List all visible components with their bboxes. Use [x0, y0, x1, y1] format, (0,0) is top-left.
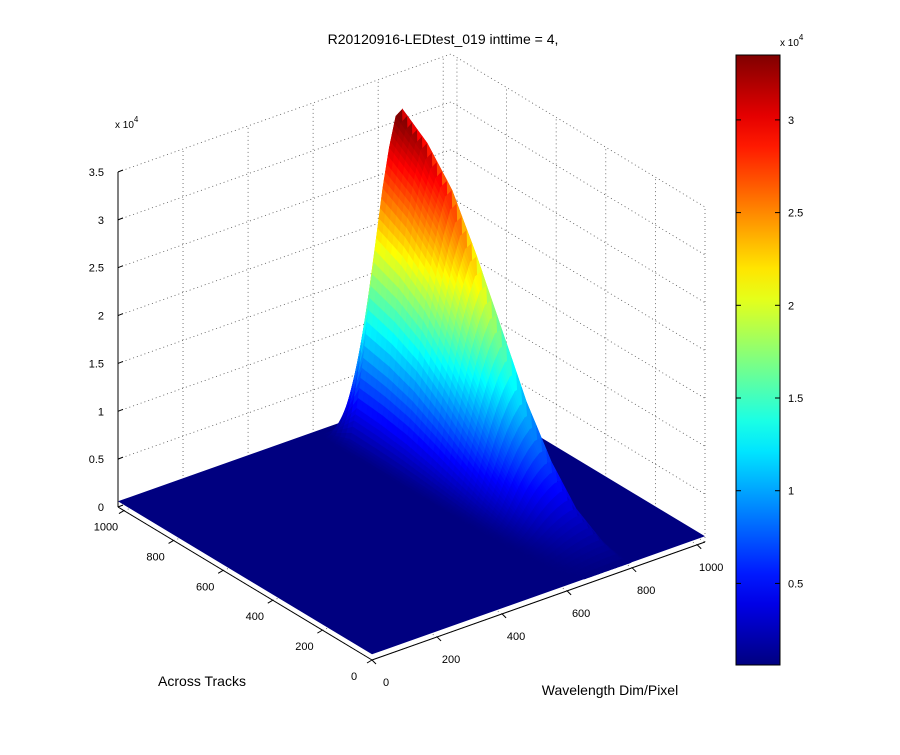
- x-tick-label: 600: [572, 608, 590, 620]
- y-tick-label: 800: [146, 551, 164, 563]
- surface-cell: [623, 558, 632, 564]
- colorbar-tick-label: 0.5: [788, 578, 803, 590]
- z-tick-label: 2.5: [89, 263, 104, 275]
- colorbar-tick-label: 2.5: [788, 208, 803, 220]
- x-tick-mark: [566, 590, 572, 596]
- x-tick-mark: [696, 544, 702, 550]
- y-tick-mark: [217, 569, 224, 574]
- colorbar-ticks: 0.5 1 1.5 2 2.5 3: [736, 115, 803, 590]
- tick-labels: 0 200 400 600 800 1000 0 200 400 600 800 1000 0 0.5 1 1…: [89, 167, 724, 689]
- y-tick-label: 200: [295, 641, 313, 653]
- x-tick-mark: [501, 613, 507, 619]
- colorbar-tick-label: 3: [788, 115, 794, 127]
- z-tick-mark: [117, 456, 124, 460]
- y-axis-label: Across Tracks: [158, 673, 246, 689]
- z-tick-label: 1: [98, 406, 104, 418]
- chart-title: R20120916-LEDtest_019 inttime = 4,: [328, 31, 559, 47]
- surface: [118, 108, 705, 655]
- z-tick-mark: [117, 265, 124, 269]
- colorbar-multiplier: x 104: [780, 33, 804, 49]
- y-axis-line: [117, 506, 373, 661]
- x-tick-label: 800: [637, 585, 655, 597]
- axes-lines: [117, 172, 706, 661]
- y-tick-mark: [366, 659, 373, 664]
- x-tick-label: 0: [383, 677, 389, 689]
- colorbar-tick-label: 1: [788, 486, 794, 498]
- z-tick-mark: [117, 504, 124, 508]
- z-tick-label: 0.5: [89, 454, 104, 466]
- y-tick-label: 600: [196, 581, 214, 593]
- z-tick-mark: [117, 408, 124, 412]
- z-tick-label: 0: [98, 502, 104, 514]
- x-tick-mark: [631, 567, 637, 573]
- x-tick-label: 1000: [699, 562, 723, 574]
- x-axis-label: Wavelength Dim/Pixel: [542, 682, 678, 698]
- z-tick-label: 3.5: [89, 167, 104, 179]
- y-tick-mark: [168, 540, 174, 544]
- z-tick-label: 1.5: [89, 358, 104, 370]
- y-tick-mark: [118, 510, 125, 515]
- y-tick-mark: [267, 599, 274, 604]
- z-tick-label: 2: [98, 311, 104, 323]
- x-tick-mark: [436, 636, 442, 642]
- z-tick-mark: [117, 217, 124, 221]
- x-tick-label: 200: [442, 654, 460, 666]
- x-tick-label: 400: [507, 631, 525, 643]
- surface-cell: [620, 555, 629, 560]
- y-tick-label: 0: [351, 671, 357, 683]
- y-tick-label: 400: [246, 611, 264, 623]
- colorbar-gradient: [735, 54, 781, 666]
- colorbar: 0.5 1 1.5 2 2.5 3 x 104: [735, 33, 804, 666]
- surface-floor: [118, 383, 705, 655]
- z-tick-mark: [117, 360, 124, 364]
- z-tick-mark: [117, 169, 124, 173]
- colorbar-tick-label: 2: [788, 300, 794, 312]
- z-multiplier: x 104: [115, 115, 139, 131]
- x-tick-mark: [371, 659, 377, 665]
- x-axis-line: [371, 541, 706, 661]
- z-tick-label: 3: [98, 215, 104, 227]
- colorbar-tick-label: 1.5: [788, 393, 803, 405]
- y-tick-label: 1000: [94, 522, 118, 534]
- y-tick-mark: [317, 629, 323, 634]
- z-tick-mark: [117, 313, 124, 317]
